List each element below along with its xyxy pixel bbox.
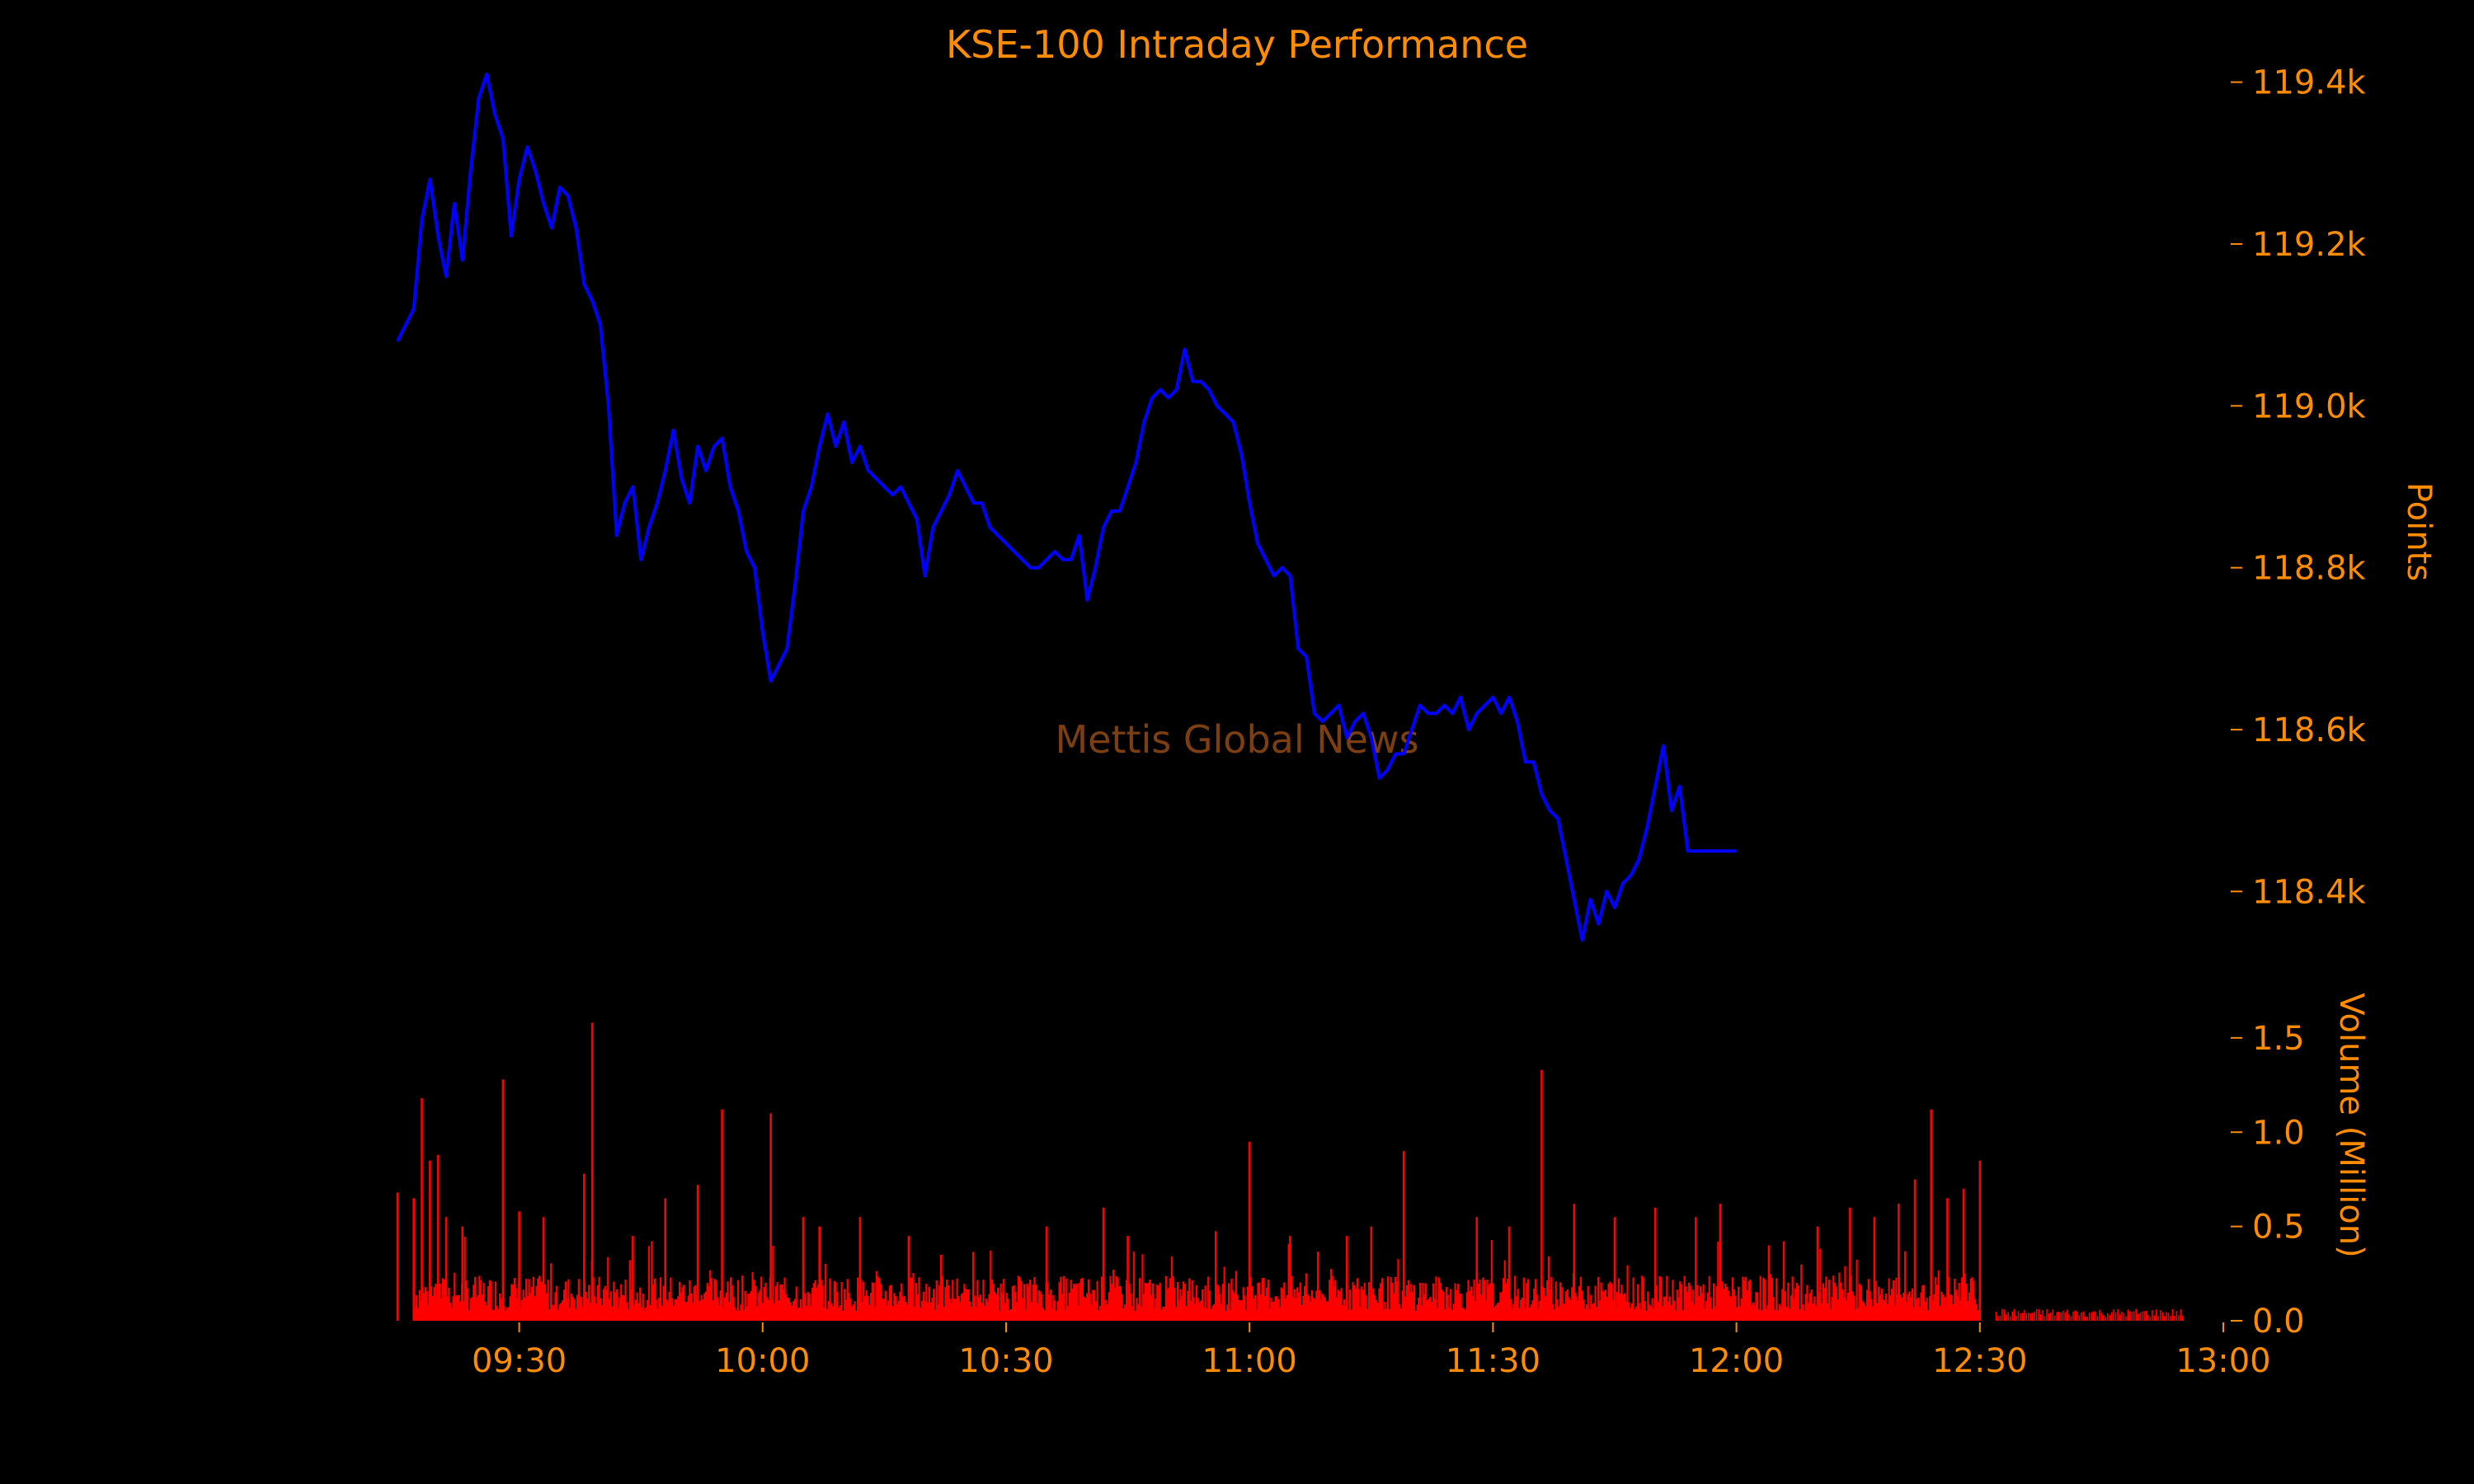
time-axis: 09:30 10:00 10:30 11:00 11:30 12:00 12:30 13:00 (472, 1322, 2271, 1380)
price-tick-label: 119.2k (2252, 226, 2367, 264)
watermark: Mettis Global News (1055, 717, 1418, 762)
price-line (396, 72, 1737, 942)
price-tick-label: 118.4k (2252, 873, 2367, 911)
time-tick-label: 12:00 (1689, 1342, 1784, 1380)
price-tick-label: 118.8k (2252, 550, 2367, 588)
time-tick-label: 10:00 (715, 1342, 810, 1380)
time-tick-label: 13:00 (2175, 1342, 2270, 1380)
price-tick-label: 119.0k (2252, 387, 2367, 425)
volume-axis-label: Volume (Million) (2332, 993, 2370, 1257)
volume-bars (396, 1022, 2184, 1321)
volume-tick-label: 0.5 (2252, 1209, 2305, 1247)
volume-axis: 0.0 0.5 1.0 1.5 (2231, 1020, 2305, 1341)
time-tick-label: 10:30 (958, 1342, 1053, 1380)
volume-tick-label: 1.0 (2252, 1114, 2305, 1152)
time-tick-label: 11:00 (1202, 1342, 1297, 1380)
price-tick-label: 118.6k (2252, 711, 2367, 749)
chart-title: KSE-100 Intraday Performance (946, 22, 1528, 67)
price-layer (396, 0, 2183, 942)
volume-tick-label: 1.5 (2252, 1020, 2305, 1058)
price-tick-label: 119.4k (2252, 64, 2367, 102)
time-tick-label: 11:30 (1446, 1342, 1540, 1380)
time-tick-label: 12:30 (1932, 1342, 2027, 1380)
time-tick-label: 09:30 (472, 1342, 567, 1380)
volume-tick-label: 0.0 (2252, 1303, 2305, 1341)
price-axis-label: Points (2400, 482, 2438, 581)
price-axis: 118.4k 118.6k 118.8k 119.0k 119.2k 119.4k (2231, 64, 2367, 911)
